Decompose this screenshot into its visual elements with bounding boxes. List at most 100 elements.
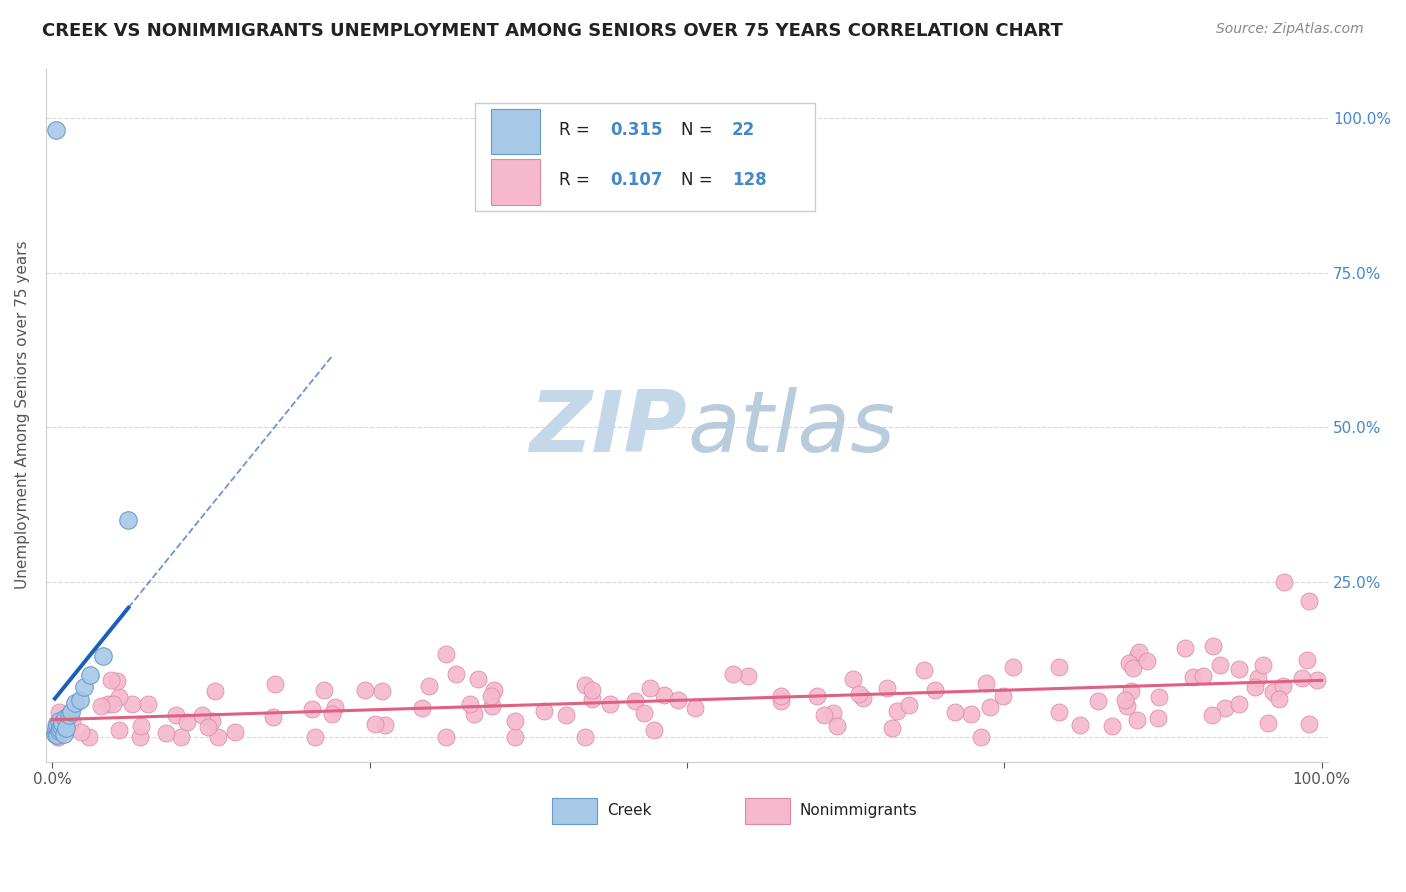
Point [165,707,187,722]
Point [924,683,946,698]
Point [633,706,655,720]
Point [970,730,993,744]
Point [170,730,193,744]
Text: atlas: atlas [688,387,896,470]
Point [1227,698,1250,712]
Point [1101,719,1123,733]
Point [176,714,198,729]
Text: N =: N = [681,120,717,139]
Point [70,725,93,739]
Point [624,694,647,708]
Point [882,721,904,735]
Point [979,700,1001,714]
Point [201,714,224,729]
Point [117,513,139,527]
Point [1201,639,1223,653]
Point [60,705,83,719]
Point [533,705,555,719]
Point [97,697,120,711]
Point [581,683,603,698]
Point [45,725,67,739]
Point [770,689,793,703]
Text: Nonimmigrants: Nonimmigrants [800,803,918,818]
Point [1209,658,1232,673]
Point [1114,692,1136,706]
Point [77,730,100,744]
Point [1136,654,1159,668]
Point [1291,671,1313,685]
Point [1247,671,1270,685]
Point [1268,691,1291,706]
Point [301,702,323,716]
Point [852,690,875,705]
Text: 128: 128 [733,171,766,189]
Point [1126,713,1149,727]
Point [1047,705,1070,719]
Point [197,720,219,734]
Text: R =: R = [558,120,595,139]
Point [841,672,863,686]
Y-axis label: Unemployment Among Seniors over 75 years: Unemployment Among Seniors over 75 years [15,241,30,590]
Point [737,669,759,683]
Point [638,681,661,695]
Point [581,691,603,706]
Text: CREEK VS NONIMMIGRANTS UNEMPLOYMENT AMONG SENIORS OVER 75 YEARS CORRELATION CHAR: CREEK VS NONIMMIGRANTS UNEMPLOYMENT AMON… [42,22,1063,40]
Point [976,676,998,690]
FancyBboxPatch shape [475,103,815,211]
Point [207,730,229,744]
Point [481,698,503,713]
Point [467,672,489,686]
Point [48,723,70,738]
Point [105,673,128,688]
Text: ZIP: ZIP [530,387,688,470]
Point [813,708,835,723]
Text: 22: 22 [733,120,755,139]
Point [1181,670,1204,684]
Bar [745,797,790,824]
Point [1227,662,1250,676]
Point [51,719,73,733]
Point [769,694,792,708]
Point [666,692,689,706]
Point [434,730,457,744]
Point [48,705,70,719]
Point [654,688,676,702]
Point [1257,716,1279,731]
Text: Source: ZipAtlas.com: Source: ZipAtlas.com [1216,22,1364,37]
Point [479,689,502,703]
Point [683,700,706,714]
Point [848,687,870,701]
Text: Creek: Creek [607,803,652,818]
Point [1295,653,1317,667]
Point [599,697,621,711]
Point [312,682,335,697]
Point [1069,717,1091,731]
Point [53,711,76,725]
Point [458,698,481,712]
Point [434,647,457,661]
Point [1191,669,1213,683]
Point [643,723,665,737]
Point [1253,658,1275,673]
Point [943,705,966,719]
Point [224,725,246,739]
Point [444,666,467,681]
Point [55,721,77,735]
Point [46,717,69,731]
Point [960,706,983,721]
Point [46,728,69,742]
Point [1126,650,1149,665]
Point [49,723,72,737]
Point [374,718,396,732]
Point [1298,593,1320,607]
Point [876,681,898,695]
Point [1272,575,1295,590]
Text: 0.315: 0.315 [610,120,662,139]
Point [1243,681,1265,695]
Point [1118,656,1140,670]
Point [463,706,485,721]
Point [993,689,1015,703]
Point [155,726,177,740]
Point [821,706,844,720]
Point [44,727,66,741]
